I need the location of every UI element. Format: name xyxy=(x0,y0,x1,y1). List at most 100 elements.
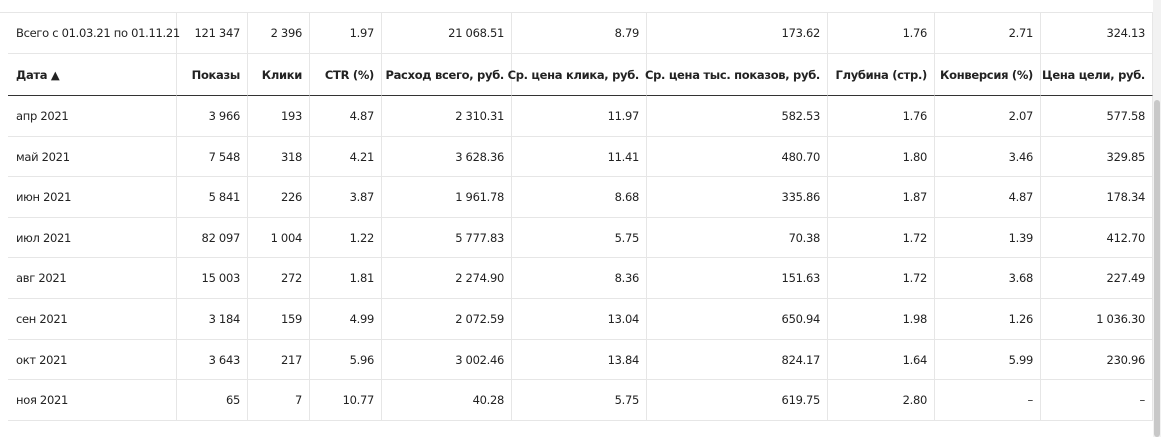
total-cell: 21 068.51 xyxy=(382,13,512,54)
data-cell: 3 628.36 xyxy=(382,137,512,177)
data-cell: 15 003 xyxy=(177,258,248,299)
total-cell: 8.79 xyxy=(512,13,647,54)
data-cell: 2 072.59 xyxy=(382,299,512,340)
data-cell: 3 643 xyxy=(177,340,248,380)
data-cell: 824.17 xyxy=(647,340,828,380)
data-cell: 3 966 xyxy=(177,96,248,137)
data-cell: 230.96 xyxy=(1041,340,1153,380)
data-cell: 217 xyxy=(248,340,310,380)
row-date: июл 2021 xyxy=(8,218,177,258)
data-cell: 1 036.30 xyxy=(1041,299,1153,340)
data-cell: – xyxy=(935,380,1041,421)
data-cell: 1.72 xyxy=(828,258,935,299)
column-header[interactable]: Глубина (стр.) xyxy=(828,54,935,96)
data-cell: 318 xyxy=(248,137,310,177)
data-cell: 4.99 xyxy=(310,299,382,340)
data-cell: 1.87 xyxy=(828,177,935,218)
data-cell: 619.75 xyxy=(647,380,828,421)
data-cell: 5.75 xyxy=(512,218,647,258)
total-cell: 324.13 xyxy=(1041,13,1153,54)
data-cell: 7 xyxy=(248,380,310,421)
total-cell: 2 396 xyxy=(248,13,310,54)
data-cell: 193 xyxy=(248,96,310,137)
data-cell: 40.28 xyxy=(382,380,512,421)
data-cell: 1.81 xyxy=(310,258,382,299)
data-cell: 5 777.83 xyxy=(382,218,512,258)
data-cell: 412.70 xyxy=(1041,218,1153,258)
column-header[interactable]: Ср. цена тыс. показов, руб. xyxy=(645,54,828,96)
data-cell: 10.77 xyxy=(310,380,382,421)
total-cell: 1.76 xyxy=(828,13,935,54)
data-cell: 178.34 xyxy=(1041,177,1153,218)
data-cell: 1.22 xyxy=(310,218,382,258)
data-cell: 13.04 xyxy=(512,299,647,340)
column-header[interactable]: Расход всего, руб. xyxy=(382,54,512,96)
data-cell: 1.72 xyxy=(828,218,935,258)
column-header[interactable]: Цена цели, руб. xyxy=(1041,54,1153,96)
total-cell: 2.71 xyxy=(935,13,1041,54)
total-cell: Всего с 01.03.21 по 01.11.21 xyxy=(8,13,180,54)
data-cell: 480.70 xyxy=(647,137,828,177)
data-cell: 227.49 xyxy=(1041,258,1153,299)
data-cell: 3 002.46 xyxy=(382,340,512,380)
data-cell: 5 841 xyxy=(177,177,248,218)
data-cell: 159 xyxy=(248,299,310,340)
data-cell: 65 xyxy=(177,380,248,421)
data-cell: 2 310.31 xyxy=(382,96,512,137)
column-header[interactable]: Ср. цена клика, руб. xyxy=(508,54,647,96)
row-date: окт 2021 xyxy=(8,340,177,380)
data-cell: 1.64 xyxy=(828,340,935,380)
data-cell: 4.87 xyxy=(935,177,1041,218)
data-cell: 7 548 xyxy=(177,137,248,177)
data-cell: 82 097 xyxy=(177,218,248,258)
column-header[interactable]: Дата ▲ xyxy=(8,54,177,96)
column-header[interactable]: Конверсия (%) xyxy=(935,54,1041,96)
data-cell: 5.96 xyxy=(310,340,382,380)
row-date: май 2021 xyxy=(8,137,177,177)
row-date: ноя 2021 xyxy=(8,380,177,421)
total-cell: 173.62 xyxy=(647,13,828,54)
data-cell: 4.21 xyxy=(310,137,382,177)
scrollbar-thumb[interactable] xyxy=(1154,100,1160,437)
data-cell: 151.63 xyxy=(647,258,828,299)
data-cell: 1 004 xyxy=(248,218,310,258)
row-date: апр 2021 xyxy=(8,96,177,137)
data-cell: 13.84 xyxy=(512,340,647,380)
data-cell: 2.80 xyxy=(828,380,935,421)
data-cell: 3.46 xyxy=(935,137,1041,177)
data-cell: 329.85 xyxy=(1041,137,1153,177)
column-header[interactable]: CTR (%) xyxy=(310,54,382,96)
data-cell: 5.75 xyxy=(512,380,647,421)
data-cell: 3.68 xyxy=(935,258,1041,299)
data-cell: 8.68 xyxy=(512,177,647,218)
row-date: сен 2021 xyxy=(8,299,177,340)
total-cell: 1.97 xyxy=(310,13,382,54)
data-cell: 577.58 xyxy=(1041,96,1153,137)
data-cell: 11.41 xyxy=(512,137,647,177)
column-header[interactable]: Показы xyxy=(177,54,248,96)
data-cell: 1 961.78 xyxy=(382,177,512,218)
row-date: июн 2021 xyxy=(8,177,177,218)
data-cell: 2 274.90 xyxy=(382,258,512,299)
data-cell: 1.76 xyxy=(828,96,935,137)
data-cell: 1.98 xyxy=(828,299,935,340)
data-cell: 70.38 xyxy=(647,218,828,258)
column-header[interactable]: Клики xyxy=(248,54,310,96)
top-border xyxy=(0,12,1153,13)
row-date: авг 2021 xyxy=(8,258,177,299)
data-cell: 650.94 xyxy=(647,299,828,340)
data-cell: – xyxy=(1041,380,1153,421)
data-cell: 2.07 xyxy=(935,96,1041,137)
data-cell: 582.53 xyxy=(647,96,828,137)
data-cell: 5.99 xyxy=(935,340,1041,380)
total-cell: 121 347 xyxy=(177,13,248,54)
data-cell: 272 xyxy=(248,258,310,299)
data-cell: 1.80 xyxy=(828,137,935,177)
data-cell: 1.39 xyxy=(935,218,1041,258)
data-cell: 8.36 xyxy=(512,258,647,299)
data-cell: 4.87 xyxy=(310,96,382,137)
data-cell: 1.26 xyxy=(935,299,1041,340)
data-cell: 3 184 xyxy=(177,299,248,340)
data-cell: 3.87 xyxy=(310,177,382,218)
